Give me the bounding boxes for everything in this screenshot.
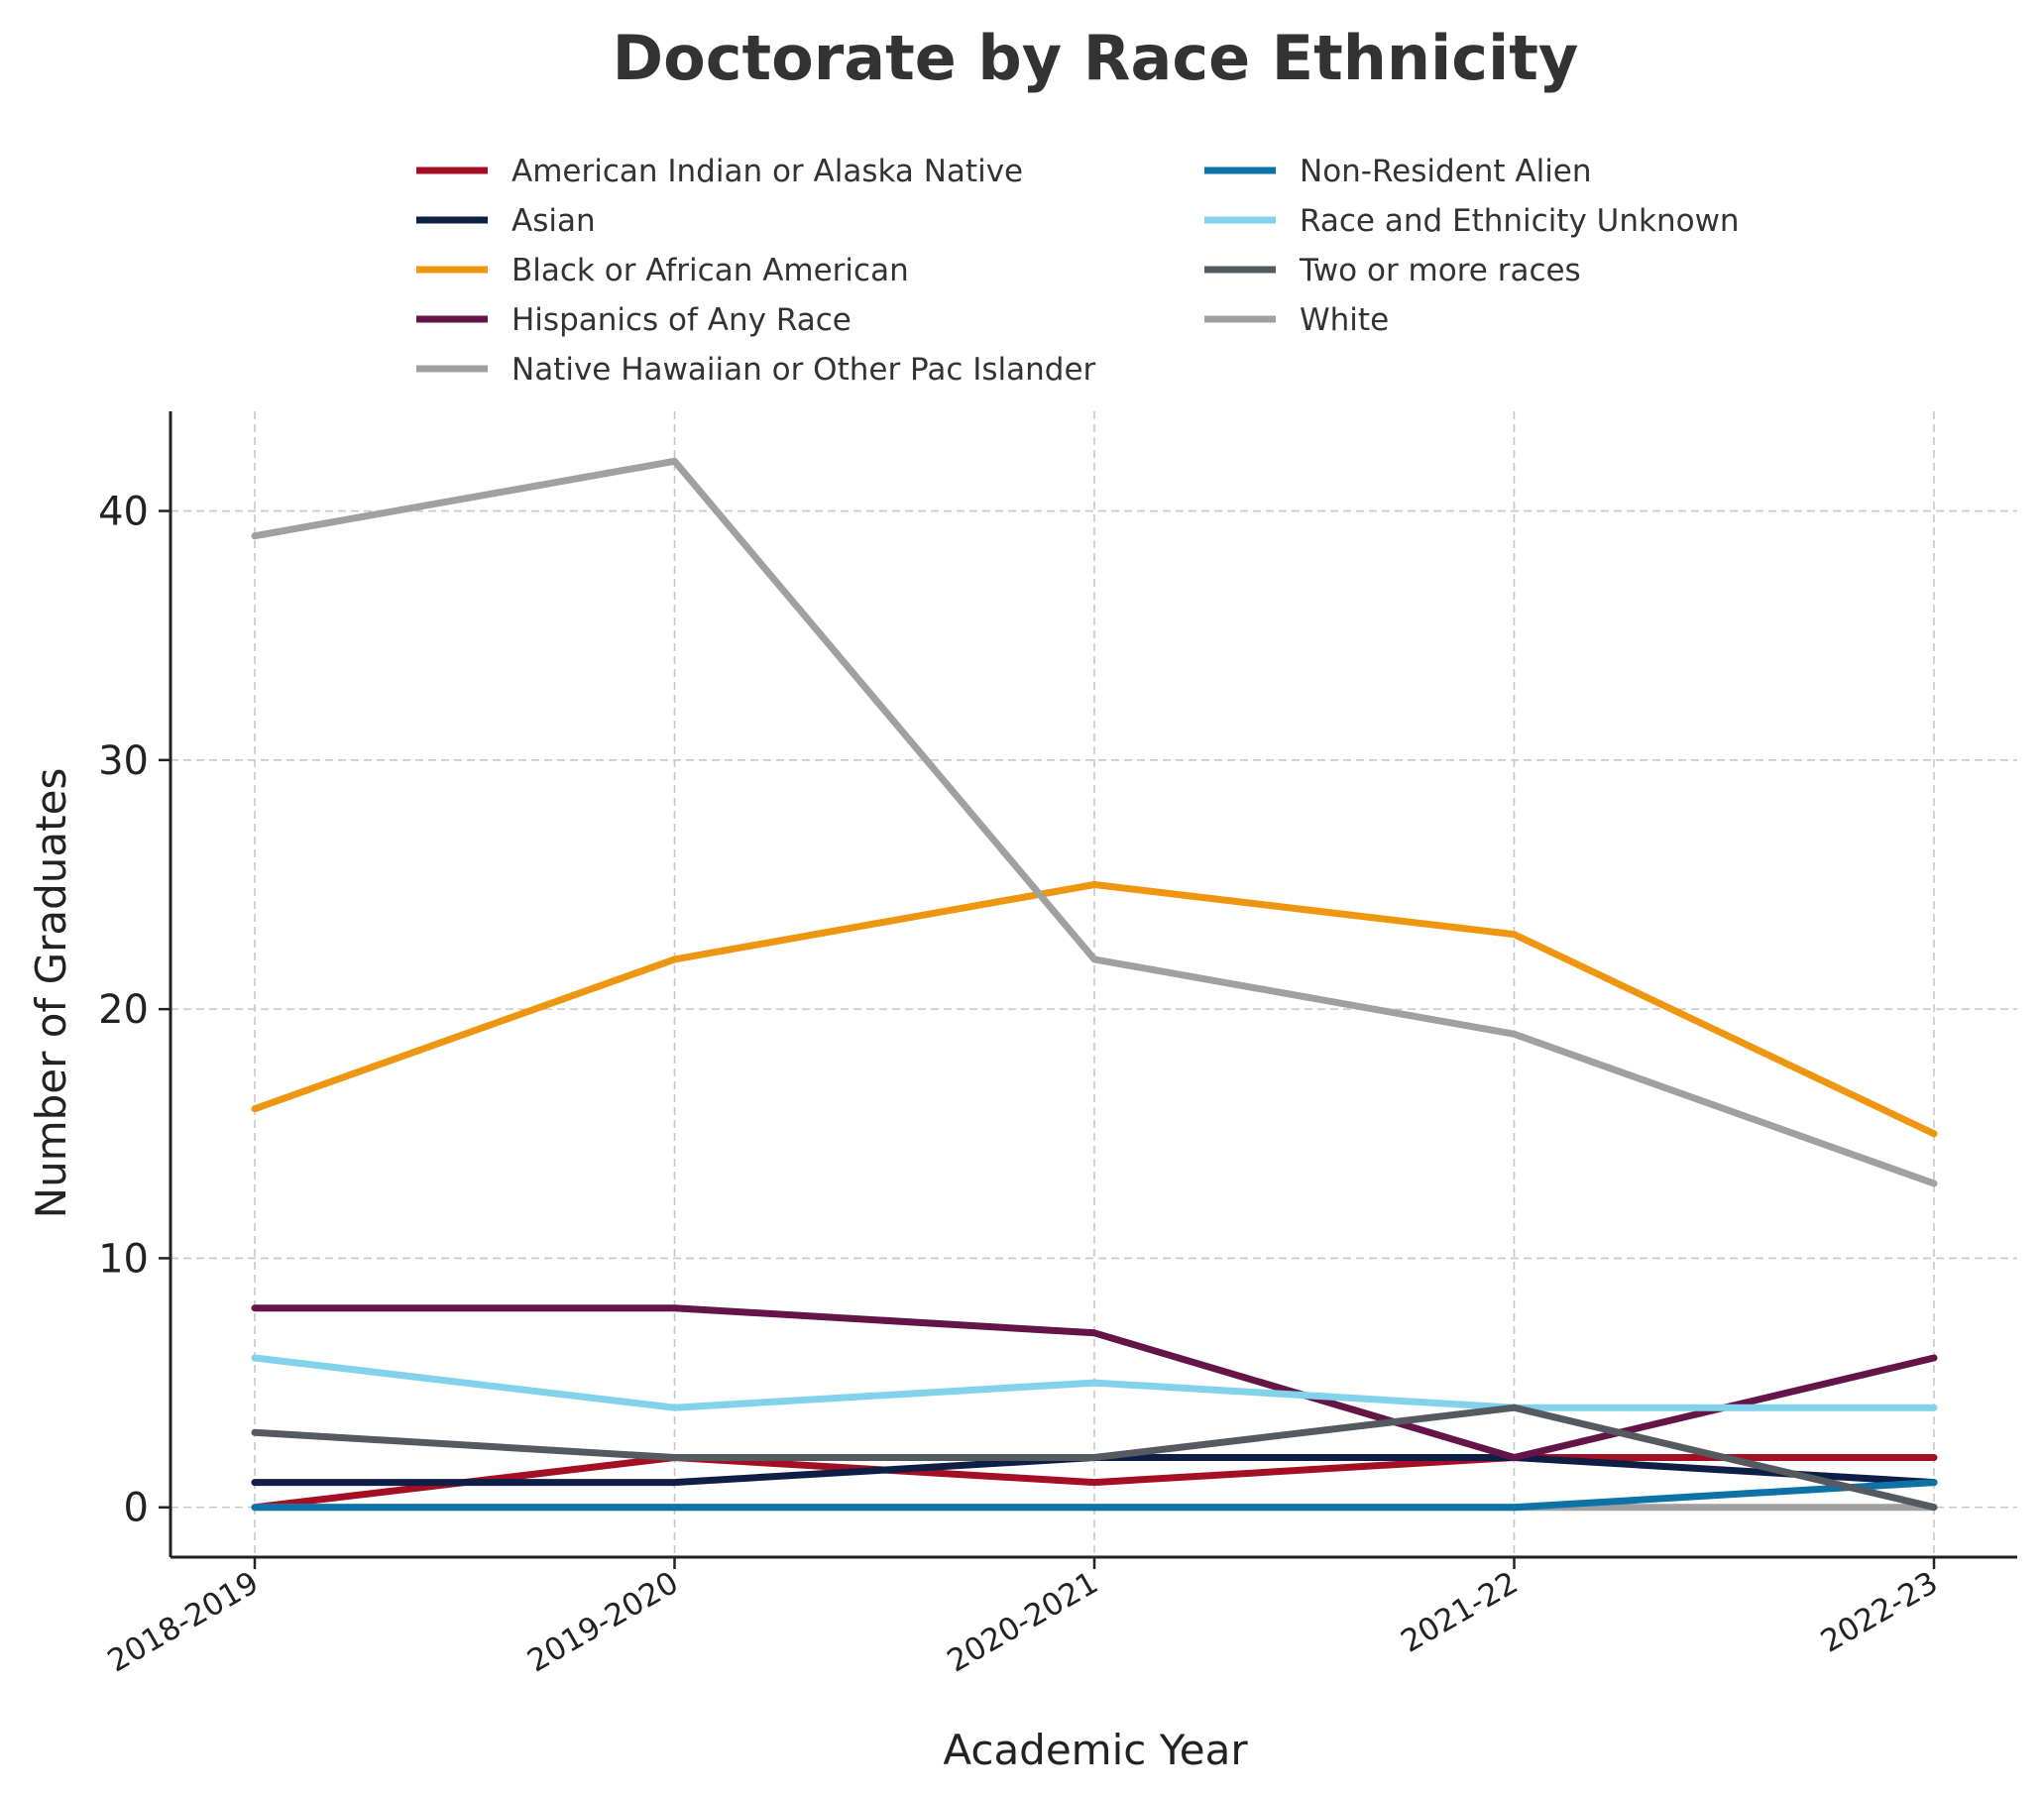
- series-layer: [251, 457, 1938, 1512]
- y-tick-label: 20: [98, 987, 149, 1033]
- series-line-american-indian-or-alaska-native: [251, 1454, 1938, 1512]
- series-line-race-and-ethnicity-unknown: [251, 1354, 1938, 1411]
- legend-label: Two or more races: [1299, 253, 1581, 288]
- legend-item: Native Hawaiian or Other Pac Islander: [416, 352, 1096, 388]
- legend-label: Race and Ethnicity Unknown: [1300, 203, 1740, 239]
- legend-item: American Indian or Alaska Native: [416, 154, 1023, 189]
- y-tick-label: 0: [124, 1486, 149, 1531]
- legend-item: Black or African American: [416, 253, 909, 288]
- y-axis-label: Number of Graduates: [27, 768, 75, 1219]
- legend-label: American Indian or Alaska Native: [511, 154, 1023, 189]
- series-line-white: [251, 457, 1938, 1187]
- series-line-hispanics-of-any-race: [251, 1304, 1938, 1461]
- x-tick-label: 2019-2020: [521, 1565, 684, 1680]
- x-tick-label: 2022-23: [1815, 1565, 1944, 1660]
- legend-item: Two or more races: [1204, 253, 1581, 288]
- legend-item: Race and Ethnicity Unknown: [1204, 203, 1740, 239]
- legend: American Indian or Alaska Native Asian Bla…: [416, 154, 1740, 388]
- legend-item: White: [1204, 302, 1389, 338]
- legend-label: Black or African American: [511, 253, 909, 288]
- legend-label: Asian: [511, 203, 596, 239]
- legend-item: Non-Resident Alien: [1204, 154, 1592, 189]
- series-line-two-or-more-races: [251, 1404, 1938, 1512]
- legend-label: White: [1300, 302, 1389, 338]
- legend-label: Non-Resident Alien: [1300, 154, 1592, 189]
- x-axis-label: Academic Year: [943, 1726, 1248, 1774]
- x-tick-label: 2021-22: [1395, 1565, 1524, 1660]
- legend-item: Asian: [416, 203, 596, 239]
- series-line-black-or-african-american: [251, 881, 1938, 1138]
- legend-label: Native Hawaiian or Other Pac Islander: [511, 352, 1096, 388]
- x-tick-label: 2018-2019: [102, 1565, 265, 1680]
- x-tick-label: 2020-2021: [942, 1565, 1104, 1680]
- series-line-non-resident-alien: [251, 1479, 1938, 1512]
- y-tick-label: 30: [98, 738, 149, 784]
- y-tick-label: 10: [98, 1236, 149, 1282]
- legend-label: Hispanics of Any Race: [511, 302, 852, 338]
- legend-item: Hispanics of Any Race: [416, 302, 852, 338]
- y-tick-label: 40: [98, 490, 149, 535]
- chart-title: Doctorate by Race Ethnicity: [613, 22, 1579, 94]
